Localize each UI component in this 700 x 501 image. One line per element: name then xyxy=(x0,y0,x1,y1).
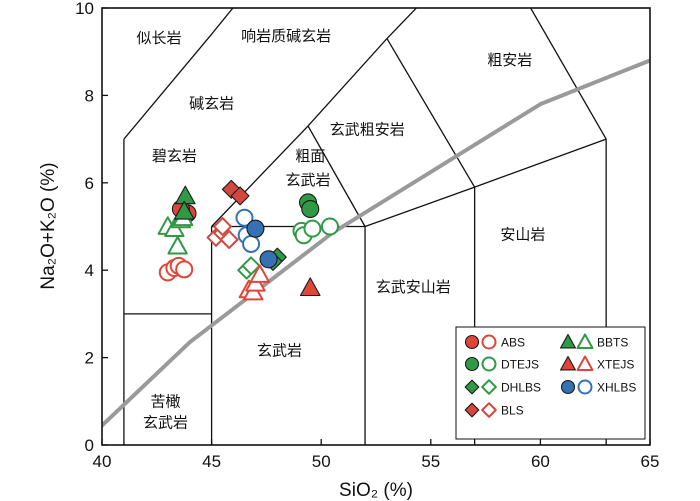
legend-xhlbs-open-marker xyxy=(577,379,593,395)
y-tick-label: 2 xyxy=(85,349,94,368)
field-label-3: 碱玄岩 xyxy=(189,95,234,113)
field-label-0: 似长岩 xyxy=(136,29,181,47)
legend-xhlbs-filled-marker xyxy=(560,379,576,395)
legend-label-dtejs: DTEJS xyxy=(501,358,539,372)
abs-open-point xyxy=(175,260,194,279)
legend: ABS BBTS DTEJS XTEJS DHLBS XHLBS BLS xyxy=(455,326,646,440)
dhlbs-open-point xyxy=(241,256,261,276)
x-tick-label: 45 xyxy=(202,452,221,471)
legend-abs-open-marker xyxy=(481,334,497,350)
field-label-11: 苦橄 xyxy=(151,393,181,411)
x-tick-label: 55 xyxy=(421,452,440,471)
field-label-2: 粗安岩 xyxy=(487,51,532,69)
legend-bbts-open-marker xyxy=(576,333,594,349)
field-label-12: 玄武岩 xyxy=(143,414,188,432)
bls-open-point xyxy=(213,217,232,236)
legend-xtejs-open-marker xyxy=(576,355,594,371)
field-label-6: 粗面 xyxy=(295,147,325,165)
xhlbs-filled-point xyxy=(259,250,278,269)
field-boundary-17 xyxy=(529,8,607,140)
field-label-10: 玄武岩 xyxy=(257,341,302,359)
field-boundary-15 xyxy=(307,125,366,227)
plot-frame xyxy=(101,7,651,446)
field-label-7: 玄武岩 xyxy=(286,171,331,189)
data-points xyxy=(157,179,339,301)
field-label-9: 玄武安山岩 xyxy=(376,278,451,296)
legend-dtejs-filled-marker xyxy=(464,356,480,372)
y-tick-label: 8 xyxy=(85,86,94,105)
xhlbs-filled-point xyxy=(246,219,265,238)
legend-dtejs-open-marker xyxy=(481,356,497,372)
xhlbs-open-point xyxy=(242,234,261,253)
bbts-open-point xyxy=(167,235,188,255)
y-axis-title: Na₂O+K₂O (%) xyxy=(38,162,59,289)
x-tick-label: 40 xyxy=(93,452,112,471)
y-tick-label: 10 xyxy=(75,0,94,18)
field-label-4: 玄武粗安岩 xyxy=(330,121,405,139)
x-tick-label: 60 xyxy=(531,452,550,471)
legend-bls-open-marker xyxy=(481,402,497,418)
y-tick-label: 0 xyxy=(85,436,94,455)
x-axis-title: SiO₂ (%) xyxy=(339,480,413,501)
legend-label-xtejs: XTEJS xyxy=(597,358,634,372)
legend-bls-filled-marker xyxy=(464,402,480,418)
bls-open-point xyxy=(219,230,239,250)
dtejs-open-point xyxy=(320,217,339,236)
xtejs-filled-point xyxy=(299,277,321,297)
field-label-8: 安山岩 xyxy=(500,226,545,244)
field-boundaries xyxy=(123,8,607,445)
bls-filled-point xyxy=(230,186,250,206)
x-tick-label: 50 xyxy=(312,452,331,471)
field-boundary-11 xyxy=(364,186,475,228)
field-label-1: 响岩质碱玄岩 xyxy=(241,27,331,45)
axis-ticks: 40 45 50 55 60 65 0 2 4 6 8 10 xyxy=(75,0,659,471)
legend-label-xhlbs: XHLBS xyxy=(597,381,636,395)
field-boundary-16 xyxy=(386,38,476,188)
dtejs-filled-point xyxy=(301,199,320,219)
legend-xtejs-filled-marker xyxy=(559,355,577,371)
bbts-filled-point xyxy=(173,200,195,220)
legend-abs-filled-marker xyxy=(464,334,480,350)
field-boundary-8 xyxy=(386,8,418,40)
y-tick-label: 4 xyxy=(85,261,94,280)
xhlbs-open-point xyxy=(235,208,254,227)
legend-label-abs: ABS xyxy=(501,336,525,350)
legend-label-bbts: BBTS xyxy=(597,336,628,350)
xtejs-open-point xyxy=(249,264,271,283)
legend-bbts-filled-marker xyxy=(559,333,577,349)
legend-dhlbs-open-marker xyxy=(481,379,497,395)
field-boundary-13 xyxy=(474,138,607,188)
field-boundary-7 xyxy=(307,38,388,127)
legend-label-bls: BLS xyxy=(501,404,524,418)
dtejs-open-point xyxy=(303,219,322,238)
field-boundary-1 xyxy=(123,33,213,140)
legend-label-dhlbs: DHLBS xyxy=(501,381,541,395)
field-boundary-6 xyxy=(211,125,309,227)
x-tick-label: 65 xyxy=(641,452,660,471)
legend-dhlbs-filled-marker xyxy=(464,379,480,395)
field-label-5: 碧玄岩 xyxy=(152,147,197,165)
y-tick-label: 6 xyxy=(85,174,94,193)
field-boundary-2 xyxy=(211,8,234,35)
bbts-filled-point xyxy=(174,185,196,205)
